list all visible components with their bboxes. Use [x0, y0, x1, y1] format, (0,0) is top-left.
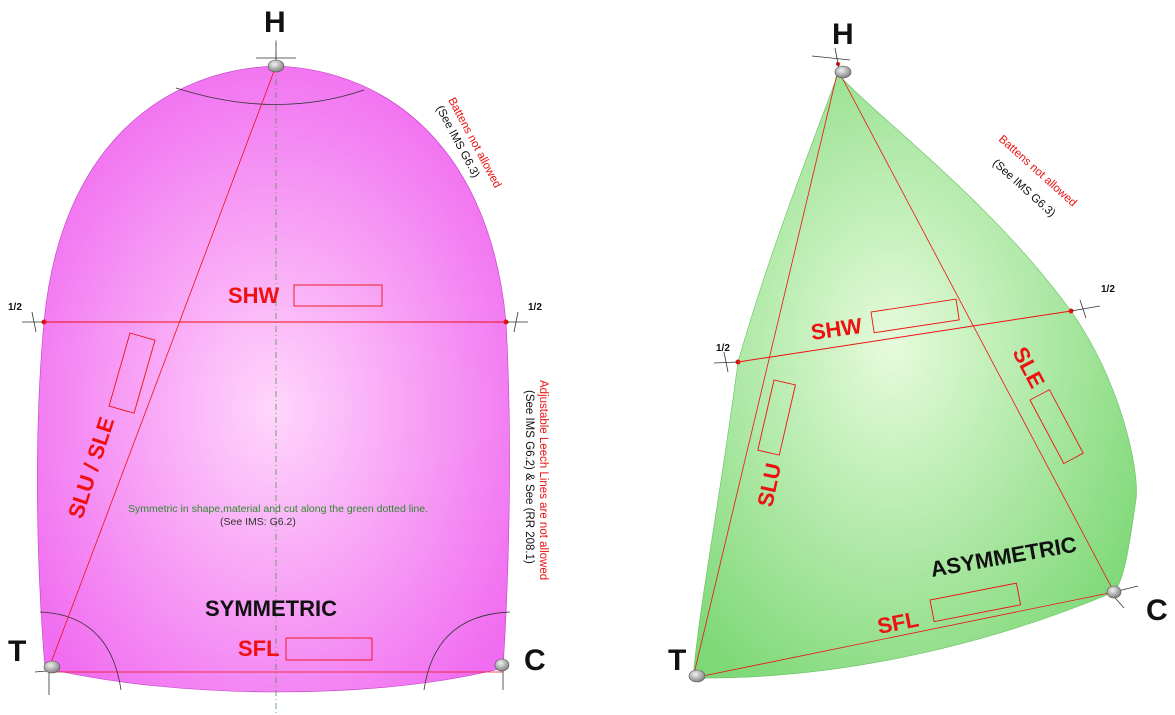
- asym-sle-box: [1029, 389, 1084, 465]
- asym-tack-letter: T: [668, 644, 686, 677]
- corner-ring-icon: [43, 660, 61, 674]
- asym-half-right-label: 1/2: [1101, 284, 1115, 295]
- asym-shw-line: [737, 310, 1072, 363]
- asym-sfl-line: [692, 591, 1115, 679]
- tack-arc: [39, 611, 122, 691]
- corner-ring-icon: [1106, 585, 1122, 599]
- clew-letter: C: [524, 644, 546, 677]
- asymmetric-sail-body: [692, 73, 1137, 679]
- leech-ref: (See IMS G6.2) & See (RR 208.1): [523, 390, 535, 564]
- corner-ring-icon: [688, 669, 706, 683]
- tack-letter: T: [8, 635, 26, 668]
- clew-arc: [423, 611, 511, 691]
- symmetry-note: Symmetric in shape,material and cut alon…: [128, 503, 428, 515]
- head-arc: [175, 87, 365, 105]
- asym-slu-line: [692, 69, 839, 679]
- asym-head-letter: H: [832, 18, 854, 51]
- symmetry-ref: (See IMS: G6.2): [220, 516, 296, 528]
- asym-shw-box: [870, 298, 960, 334]
- corner-ring-icon: [834, 65, 852, 79]
- corner-ring-icon: [494, 658, 510, 672]
- asym-half-left-label: 1/2: [716, 343, 730, 354]
- shw-box: [293, 284, 383, 307]
- slu-box: [108, 332, 156, 414]
- sfl-box: [285, 637, 373, 661]
- symmetric-sail: H T C SHW SFL SLU / SLE 1/2 1/2 SYMMETRI…: [8, 6, 549, 715]
- symmetric-sail-body: [37, 65, 510, 693]
- asym-sle-line: [837, 69, 1115, 593]
- sfl-label: SFL: [238, 636, 280, 661]
- half-right-label: 1/2: [528, 302, 542, 313]
- asym-sfl-box: [929, 582, 1022, 623]
- leech-note: Adjustable Leech Lines are not allowed: [537, 380, 549, 580]
- asym-slu-box: [757, 379, 796, 456]
- corner-ring-icon: [267, 59, 285, 73]
- shw-label: SHW: [228, 283, 280, 308]
- asym-clew-letter: C: [1146, 594, 1168, 627]
- symmetric-title: SYMMETRIC: [205, 596, 337, 621]
- half-left-label: 1/2: [8, 302, 22, 313]
- slu-sle-line: [48, 65, 277, 669]
- asymmetric-sail: H T C SHW SFL SLU SLE 1/2 1/2 ASYMMETRIC…: [668, 18, 1168, 683]
- head-letter: H: [264, 6, 286, 39]
